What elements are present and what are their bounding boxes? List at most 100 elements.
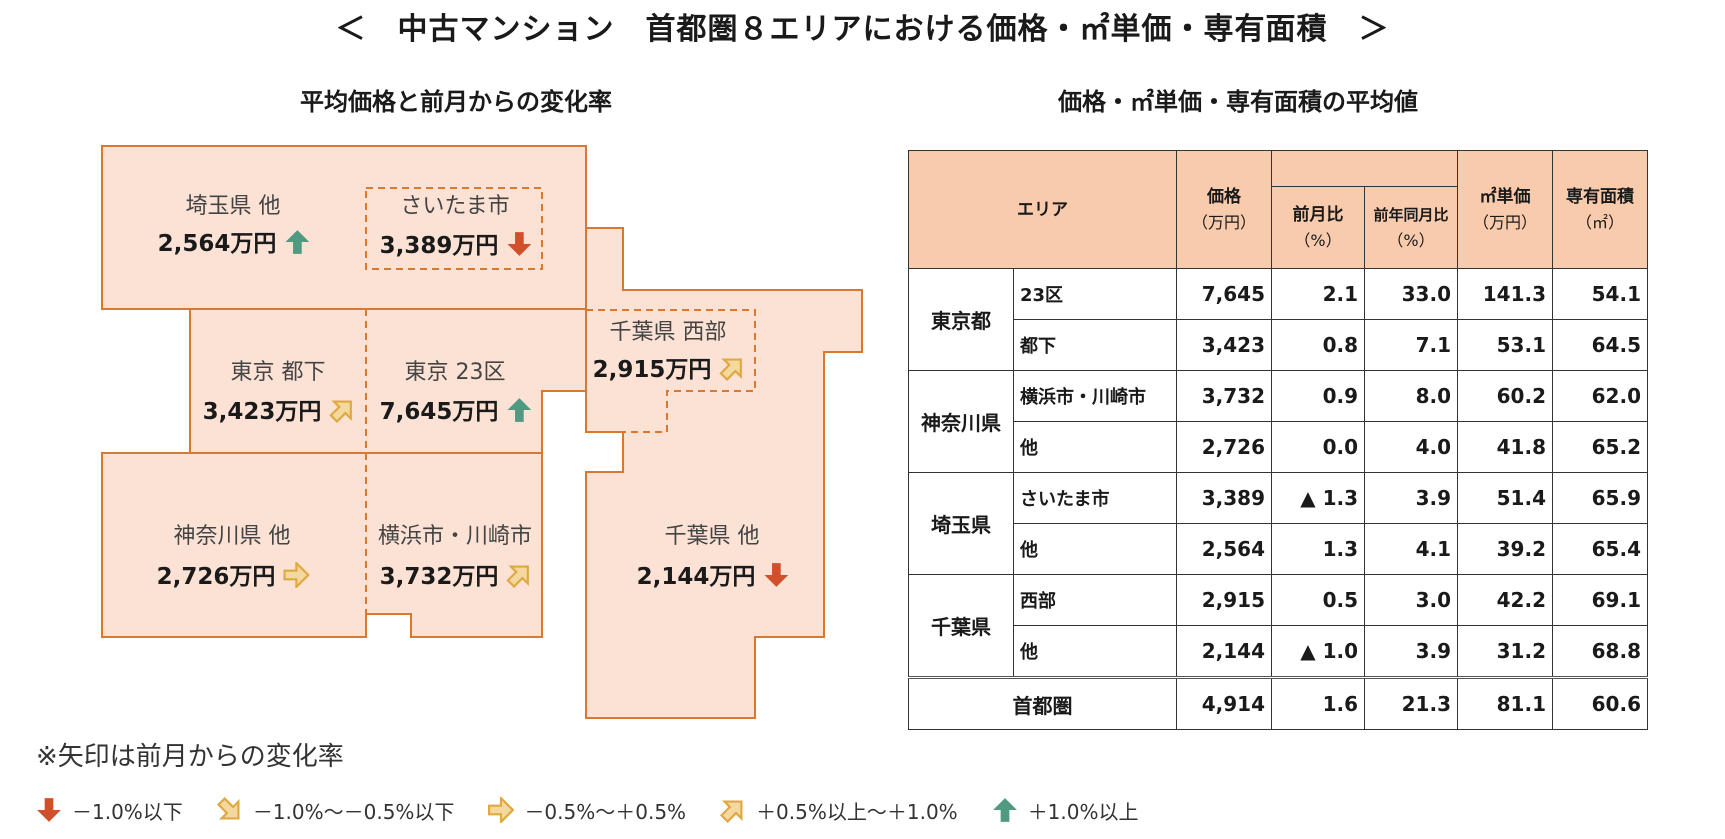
area-name-saitama-city: さいたま市: [400, 194, 509, 219]
area-price-tokyo-23ku: 7,645万円: [380, 399, 499, 425]
legend-item-up: ＋1.0%以上: [992, 796, 1139, 825]
price-cell: 3,423: [1176, 319, 1272, 371]
total-size-cell: 60.6: [1552, 676, 1648, 730]
area-price-yokohama-kawasaki: 3,732万円: [380, 564, 499, 590]
subarea-cell: 他: [1013, 523, 1177, 575]
mom-cell: 2.1: [1271, 268, 1365, 320]
page-title: ＜ 中古マンション 首都圏８エリアにおける価格・㎡単価・専有面積 ＞: [335, 12, 1390, 47]
table-row: 東京都 23区 7,645 2.1 33.0 141.3 54.1: [908, 268, 1648, 371]
mom-cell: ▲ 1.3: [1271, 472, 1365, 524]
unit-price-cell: 53.1: [1457, 319, 1553, 371]
area-name-chiba-other: 千葉県 他: [665, 524, 760, 549]
table-row: 神奈川県 横浜市・川崎市 3,732 0.9 8.0 60.2 62.0: [908, 370, 1648, 473]
yoy-cell: 4.1: [1364, 523, 1458, 575]
legend-label: ＋0.5%以上～＋1.0%: [756, 799, 958, 824]
flat-arrow-icon: [488, 797, 515, 823]
legend-item-flat: －0.5%～＋0.5%: [488, 796, 686, 825]
size-cell: 65.9: [1552, 472, 1648, 524]
area-arrow-kanagawa-other-icon: [283, 562, 310, 588]
legend-label: －0.5%～＋0.5%: [524, 799, 687, 824]
mom-cell: 0.8: [1271, 319, 1365, 371]
mom-cell: 1.3: [1271, 523, 1365, 575]
prefecture-cell: 千葉県: [908, 574, 1014, 678]
arrow-legend: －1.0%以下 －1.0%～－0.5%以下 －0.5%～＋0.5% ＋0.5%以上～＋…: [36, 793, 1173, 827]
subarea-cell: 23区: [1013, 268, 1177, 320]
header-size-label: 専有面積: [1566, 186, 1634, 207]
header-mom: 前月比 （%）: [1271, 186, 1365, 269]
size-cell: 64.5: [1552, 319, 1648, 371]
yoy-cell: 3.9: [1364, 472, 1458, 524]
yoy-cell: 3.0: [1364, 574, 1458, 626]
prefecture-cell: 東京都: [908, 268, 1014, 371]
header-unit-price-label: ㎡単価: [1479, 186, 1531, 207]
legend-item-slight-down: －1.0%～－0.5%以下: [216, 796, 455, 825]
saitama-city-border: [365, 187, 543, 270]
size-cell: 65.2: [1552, 421, 1648, 473]
subarea-cell: 都下: [1013, 319, 1177, 371]
header-size: 専有面積 （㎡）: [1552, 150, 1648, 269]
table-row: 千葉県 西部 2,915 0.5 3.0 42.2 69.1: [908, 574, 1648, 678]
yoy-cell: 3.9: [1364, 625, 1458, 678]
table-row: 他 2,564 1.3 4.1 39.2 65.4: [909, 523, 1648, 575]
table-total-row: 首都圏 4,914 1.6 21.3 81.1 60.6: [908, 676, 1648, 730]
header-yoy-unit: （%）: [1387, 230, 1435, 250]
table-row: 都下 3,423 0.8 7.1 53.1 64.5: [909, 319, 1648, 371]
unit-price-cell: 39.2: [1457, 523, 1553, 575]
legend-label: －1.0%～－0.5%以下: [252, 799, 455, 824]
mom-cell: 0.5: [1271, 574, 1365, 626]
price-cell: 7,645: [1176, 268, 1272, 320]
mom-cell: ▲ 1.0: [1271, 625, 1365, 678]
table-row: 他 2,726 0.0 4.0 41.8 65.2: [909, 421, 1648, 473]
price-cell: 3,389: [1176, 472, 1272, 524]
size-cell: 54.1: [1552, 268, 1648, 320]
header-size-unit: （㎡）: [1575, 212, 1624, 232]
header-change-group: [1271, 150, 1458, 187]
header-area: エリア: [908, 150, 1177, 269]
region-kanagawa: [101, 452, 543, 638]
subarea-cell: 西部: [1013, 574, 1177, 626]
area-arrow-yokohama-kawasaki-icon: [506, 565, 529, 588]
mom-cell: 0.0: [1271, 421, 1365, 473]
price-table: エリア 価格 （万円） ㎡単価 （万円） 専有面積 （㎡） 前月比 （%） 前年…: [908, 150, 1648, 730]
mom-cell: 0.9: [1271, 370, 1365, 422]
legend-label: ＋1.0%以上: [1027, 799, 1139, 824]
unit-price-cell: 41.8: [1457, 421, 1553, 473]
size-cell: 62.0: [1552, 370, 1648, 422]
slight-down-arrow-icon: [216, 797, 240, 820]
total-unit-price-cell: 81.1: [1457, 676, 1553, 730]
size-cell: 69.1: [1552, 574, 1648, 626]
size-cell: 68.8: [1552, 625, 1648, 678]
subarea-cell: さいたま市: [1013, 472, 1177, 524]
header-yoy-label: 前年同月比: [1373, 205, 1449, 224]
price-cell: 2,144: [1176, 625, 1272, 678]
yoy-cell: 4.0: [1364, 421, 1458, 473]
region-saitama: [101, 145, 587, 310]
area-arrow-tokyo-23ku-icon: [507, 398, 532, 422]
prefecture-cell: 神奈川県: [908, 370, 1014, 473]
unit-price-cell: 141.3: [1457, 268, 1553, 320]
legend-item-slight-up: ＋0.5%以上～＋1.0%: [720, 796, 958, 825]
table-row: 埼玉県 さいたま市 3,389 ▲ 1.3 3.9 51.4 65.9: [908, 472, 1648, 575]
region-chiba: [585, 227, 863, 719]
prefecture-cell: 埼玉県: [908, 472, 1014, 575]
area-name-chiba-west: 千葉県 西部: [610, 320, 727, 345]
yoy-cell: 33.0: [1364, 268, 1458, 320]
legend-item-down: －1.0%以下: [36, 796, 183, 825]
area-price-chiba-other: 2,144万円: [637, 564, 756, 590]
header-unit-price-unit: （万円）: [1472, 212, 1537, 232]
area-price-kanagawa-other: 2,726万円: [157, 564, 276, 590]
total-yoy-cell: 21.3: [1364, 676, 1458, 730]
area-name-kanagawa-other: 神奈川県 他: [174, 524, 291, 549]
area-price-saitama-city: 3,389万円: [380, 233, 499, 259]
total-mom-cell: 1.6: [1271, 676, 1365, 730]
subarea-cell: 横浜市・川崎市: [1013, 370, 1177, 422]
yoy-cell: 7.1: [1364, 319, 1458, 371]
unit-price-cell: 51.4: [1457, 472, 1553, 524]
area-name-tokyo-23ku: 東京 23区: [405, 360, 506, 385]
down-arrow-icon: [37, 798, 61, 822]
legend-label: －1.0%以下: [72, 799, 183, 824]
area-arrow-chiba-other-icon: [764, 563, 789, 587]
area-arrow-tokyo-tama-icon: [329, 400, 352, 423]
subarea-cell: 他: [1013, 421, 1177, 473]
up-arrow-icon: [992, 798, 1017, 822]
